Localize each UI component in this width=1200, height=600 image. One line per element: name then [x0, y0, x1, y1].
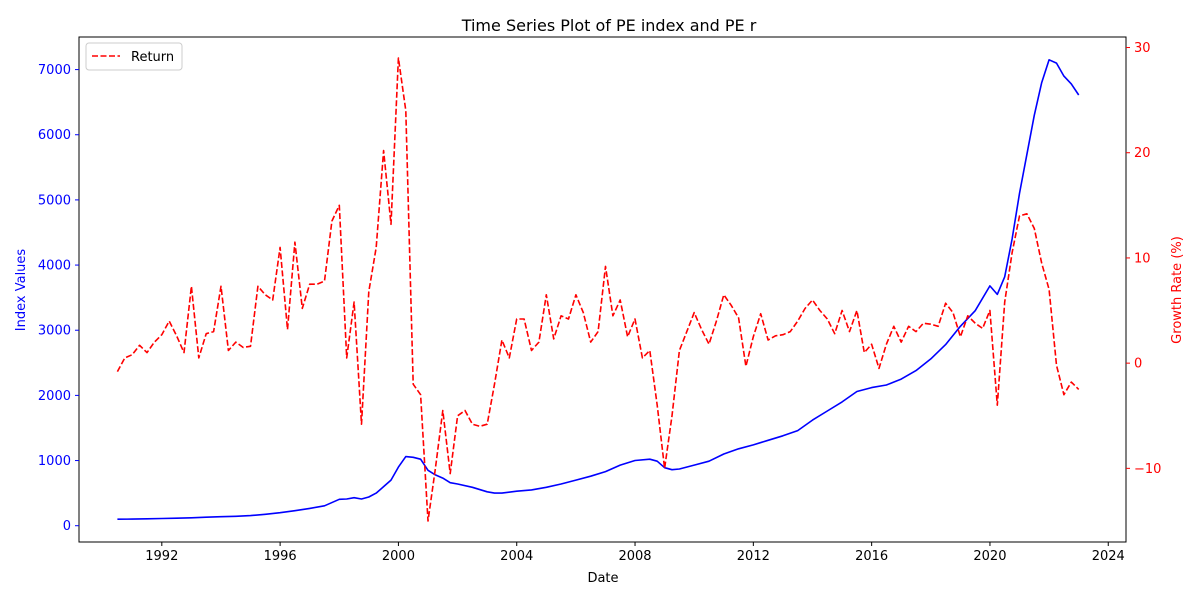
- y-left-tick-label: 7000: [38, 63, 71, 78]
- series-layer: [116, 57, 1080, 522]
- y-left-tick-label: 2000: [38, 389, 71, 404]
- x-axis: 1992 1996 2000 2004 2008 2012 2016 2020 2024: [145, 542, 1125, 564]
- x-tick-label: 2012: [737, 549, 770, 564]
- y-left-tick-label: 0: [63, 519, 71, 534]
- x-axis-title: Date: [587, 571, 618, 586]
- x-tick-label: 1996: [264, 549, 297, 564]
- x-tick-label: 2008: [618, 549, 651, 564]
- legend-box: [85, 42, 183, 71]
- y-right-tick-label: 20: [1134, 146, 1151, 161]
- y-left-tick-label: 6000: [38, 128, 71, 143]
- series-line-index: [117, 58, 1080, 520]
- chart-title: Time Series Plot of PE index and PE r: [461, 16, 757, 35]
- y-axis-left-title: Index Values: [14, 249, 29, 332]
- y-right-tick-label: 30: [1134, 41, 1151, 56]
- y-axis-right-title: Growth Rate (%): [1170, 236, 1185, 344]
- y-axis-right: −10 0 10 20 30: [1126, 41, 1161, 477]
- series-line-return: [116, 57, 1080, 522]
- x-tick-label: 2016: [855, 549, 888, 564]
- x-tick-label: 1992: [145, 549, 178, 564]
- plot-frame: [78, 36, 1127, 543]
- legend: Return: [85, 42, 183, 71]
- x-tick-label: 2004: [500, 549, 533, 564]
- x-tick-label: 2020: [973, 549, 1006, 564]
- legend-label-return: Return: [131, 50, 174, 65]
- y-left-tick-label: 3000: [38, 324, 71, 339]
- x-tick-label: 2024: [1092, 549, 1125, 564]
- y-left-tick-label: 5000: [38, 193, 71, 208]
- y-left-tick-label: 1000: [38, 454, 71, 469]
- y-right-tick-label: 10: [1134, 251, 1151, 266]
- x-tick-label: 2000: [382, 549, 415, 564]
- y-axis-left: 0 1000 2000 3000 4000 5000 6000 7000: [38, 63, 79, 534]
- y-left-tick-label: 4000: [38, 259, 71, 274]
- y-right-tick-label: 0: [1134, 357, 1142, 372]
- y-right-tick-label: −10: [1134, 462, 1161, 477]
